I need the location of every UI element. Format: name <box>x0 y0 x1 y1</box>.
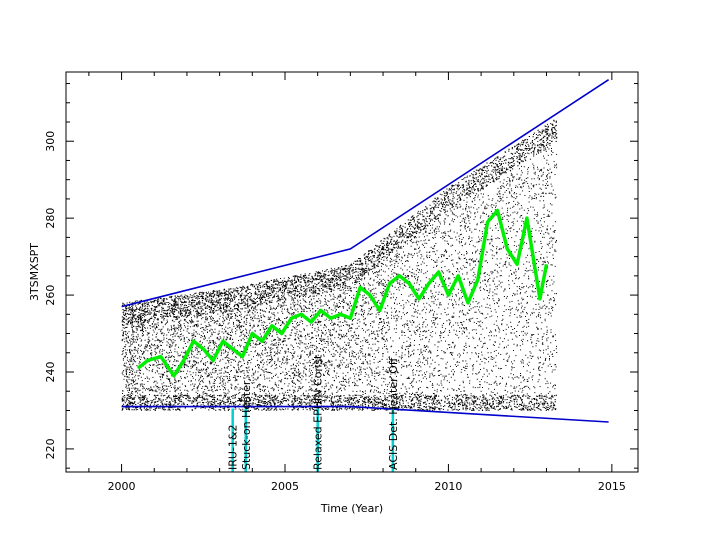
y-tick-label: 300 <box>44 131 57 152</box>
event-label: Stuck-on Heater <box>240 380 253 470</box>
x-axis-label: Time (Year) <box>320 502 383 515</box>
x-axis-ticks: 2000 2005 2010 2015 <box>88 72 626 493</box>
x-tick-label: 2005 <box>271 480 299 493</box>
event-label: IRU-1&2 <box>227 425 240 470</box>
event-label: Relaxed EPHIN Const <box>312 354 325 470</box>
plot-frame <box>65 71 639 473</box>
event-label: ACIS Det. Heater Off <box>387 357 400 470</box>
y-axis-label: 3TSMXSPT <box>28 243 41 301</box>
scatter-points <box>121 119 558 411</box>
y-tick-label: 240 <box>44 362 57 383</box>
x-tick-label: 2000 <box>108 480 136 493</box>
envelope-upper-line <box>121 79 610 308</box>
y-tick-label: 260 <box>44 285 57 306</box>
event-markers: IRU-1&2 Stuck-on Heater Relaxed EPHIN Cons… <box>227 354 400 472</box>
scatter-cloud <box>121 119 558 411</box>
y-tick-label: 280 <box>44 208 57 229</box>
trend-line <box>136 208 549 378</box>
y-tick-label: 220 <box>44 438 57 459</box>
x-tick-label: 2010 <box>434 480 462 493</box>
trend-series-line <box>136 208 549 378</box>
envelope-lower-line <box>121 405 609 423</box>
x-tick-label: 2015 <box>598 480 626 493</box>
y-axis-ticks: 220 240 260 280 300 <box>44 83 638 469</box>
envelope-lines <box>121 79 610 423</box>
